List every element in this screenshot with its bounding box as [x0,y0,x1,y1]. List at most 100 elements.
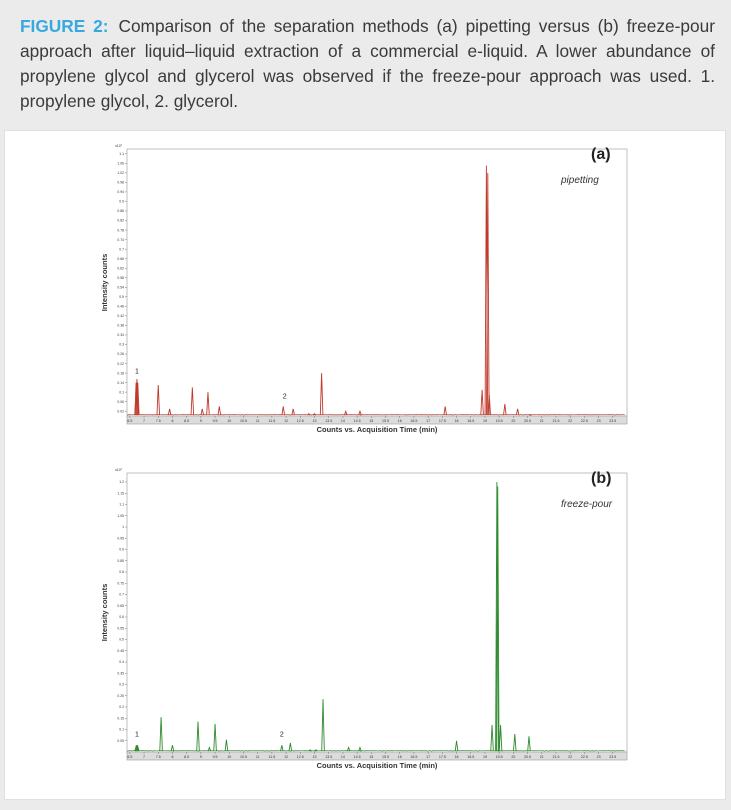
x-tick-label: 19.5 [496,755,503,759]
y-tick-label: 0.06 [117,400,124,404]
y-tick-label: 0.22 [117,362,124,366]
y-multiplier-label: x10⁷ [115,144,123,148]
x-tick-label: 15 [369,419,373,423]
y-tick-label: 0.9 [119,200,124,204]
chromatogram-peak [196,721,200,752]
chromatogram-peak [527,736,531,752]
y-tick-label: 0.05 [117,739,124,743]
x-tick-label: 9 [200,419,202,423]
y-tick-label: 0.66 [117,257,124,261]
y-tick-label: 0.38 [117,324,124,328]
x-tick-label: 15.5 [382,419,389,423]
x-tick-label: 6.5 [127,419,132,423]
x-tick-label: 20 [511,755,515,759]
x-tick-label: 21.5 [552,419,559,423]
y-tick-label: 0.55 [117,626,124,630]
chart-panel-a: x10⁷ 0.02 0.06 0.1 0.14 0.18 0.22 0.26 0.3 0.34 0.… [100,144,628,434]
chromatogram-peak [498,724,503,752]
y-tick-label: 0.42 [117,314,124,318]
x-tick-label: 13 [313,419,317,423]
baseline-trace [127,750,625,752]
y-axis-label: Intensity counts [100,584,109,642]
x-axis-label: Counts vs. Acquisition Time (min) [317,425,438,434]
y-tick-label: 0.5 [119,295,124,299]
x-tick-label: 16.5 [410,755,417,759]
panel-label: (a) [591,146,611,163]
y-tick-label: 1.06 [117,162,124,166]
x-tick-label: 20 [511,419,515,423]
chromatogram-figure: x10⁷0.020.060.10.140.180.220.260.30.340.… [100,144,628,770]
chromatogram-peak [190,387,195,416]
x-tick-label: 8 [171,419,173,423]
x-tick-label: 16 [398,419,402,423]
x-tick-label: 20.5 [524,419,531,423]
chromatogram-peak [307,412,311,416]
chromatogram-peak [515,408,520,416]
x-tick-label: 18 [455,419,459,423]
chromatogram-peak [344,409,348,416]
x-tick-label: 14.5 [354,755,361,759]
chromatogram-peak [217,406,222,416]
y-tick-label: 0.78 [117,228,124,232]
chromatogram-peak [480,389,484,416]
x-tick-label: 21 [540,755,544,759]
y-tick-label: 0.02 [117,409,124,413]
x-tick-label: 22 [568,755,572,759]
y-tick-label: 0.3 [119,343,124,347]
chromatogram-peak [159,717,163,752]
x-tick-label: 13.5 [325,419,332,423]
chromatogram-peak [281,406,285,416]
x-tick-label: 16 [398,755,402,759]
y-tick-label: 0.34 [117,333,124,337]
x-axis-label: Counts vs. Acquisition Time (min) [317,761,438,770]
x-tick-label: 23.5 [609,419,616,423]
y-tick-label: 1.05 [117,514,124,518]
plot-frame [126,148,628,417]
chromatogram-peak [314,749,318,752]
y-tick-label: 1.1 [119,503,124,507]
chromatogram-peak [490,724,494,752]
y-tick-label: 0.7 [119,247,124,251]
x-tick-label: 13.5 [325,755,332,759]
y-tick-label: 0.74 [117,238,124,242]
chromatogram-panel-area: x10⁷ 0.02 0.06 0.1 0.14 0.18 0.22 0.26 0.3 0.34 0.… [4,130,726,800]
y-tick-label: 0.62 [117,266,124,270]
y-tick-label: 0.35 [117,671,124,675]
x-tick-label: 17 [426,419,430,423]
y-tick-label: 1 [122,525,124,529]
chromatogram-peak [170,745,175,752]
x-tick-label: 23.5 [609,755,616,759]
y-tick-label: 0.98 [117,181,124,185]
x-tick-label: 10.5 [240,419,247,423]
x-tick-label: 11 [256,755,260,759]
x-tick-label: 17.5 [439,755,446,759]
y-tick-label: 0.9 [119,548,124,552]
x-tick-label: 18.5 [467,419,474,423]
y-tick-label: 0.1 [119,728,124,732]
x-tick-label: 19 [483,755,487,759]
chromatogram-peak [291,408,295,416]
chromatogram-peak [312,412,317,416]
y-multiplier-label: x10⁷ [115,468,123,472]
x-tick-label: 23 [597,755,601,759]
x-tick-label: 22 [568,419,572,423]
panel-label: (b) [591,470,611,487]
y-tick-label: 0.82 [117,219,124,223]
x-tick-label: 10.5 [240,755,247,759]
x-tick-label: 7.5 [156,755,161,759]
chromatogram-peak [280,745,284,752]
chromatogram-peak [503,404,507,416]
chart-panel-b: x10⁷ 0.05 0.1 0.15 0.2 0.25 0.3 0.35 0.4 0.45 0.5 0… [100,468,628,770]
chromatogram-peak [346,746,351,752]
x-tick-label: 23 [597,419,601,423]
x-tick-label: 8.5 [184,419,189,423]
peak-label: 2 [283,394,287,401]
x-tick-label: 8.5 [184,755,189,759]
y-tick-label: 0.95 [117,536,124,540]
chromatogram-peak [443,406,447,416]
x-tick-label: 15.5 [382,755,389,759]
chromatogram-peak [486,172,490,416]
y-tick-label: 0.6 [119,615,124,619]
chromatogram-peak [136,744,140,752]
x-tick-label: 6.5 [127,755,132,759]
